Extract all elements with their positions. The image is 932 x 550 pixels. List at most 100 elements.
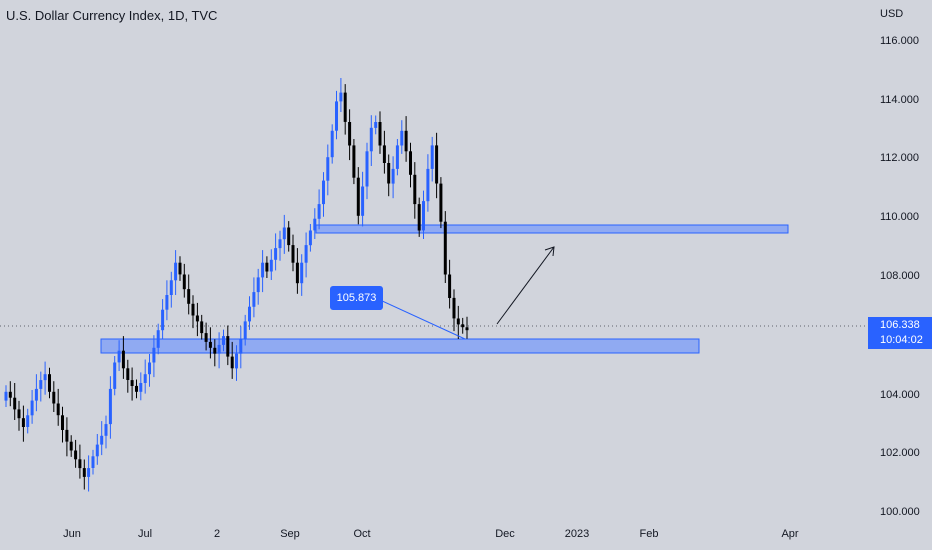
projection-arrow-line[interactable] (496, 246, 555, 325)
candle-body (352, 145, 356, 178)
candle-body (378, 122, 382, 146)
candle-body (343, 92, 347, 122)
support-zone[interactable] (100, 338, 700, 354)
candle-body (8, 391, 12, 398)
candle-body (182, 274, 186, 290)
candle-body (13, 397, 17, 410)
candle-body (91, 456, 95, 468)
candle-body (400, 130, 404, 146)
price-callout[interactable]: 105.873 (330, 286, 383, 310)
candle-body (195, 315, 199, 322)
y-tick-label: 110.000 (880, 211, 919, 223)
candle-body (82, 468, 86, 477)
candle-body (200, 321, 204, 334)
candle-body (43, 374, 47, 381)
candle-body (339, 92, 343, 102)
candle-body (113, 362, 117, 389)
candle-body (87, 468, 91, 477)
candle-body (65, 429, 69, 442)
candle-body (78, 459, 82, 469)
candlestick-series (4, 78, 469, 492)
candle-body (222, 336, 225, 345)
candle-body (235, 353, 238, 369)
candle-body (387, 163, 391, 184)
candle-body (48, 374, 51, 392)
candle-body (126, 368, 130, 380)
candle-body (335, 101, 338, 131)
candle-body (382, 145, 386, 163)
candle-body (52, 391, 56, 404)
candle-body (100, 435, 104, 445)
candle-body (287, 227, 291, 246)
callout-leader-line (379, 299, 466, 340)
candle-body (226, 336, 230, 357)
candle-body (30, 400, 34, 416)
candle-body (204, 333, 208, 342)
candle-body (348, 122, 352, 146)
candle-body (374, 122, 378, 128)
bar-countdown: 10:04:02 (880, 334, 923, 346)
candle-body (239, 339, 243, 354)
candle-body (39, 380, 43, 389)
candle-body (422, 201, 425, 231)
candle-body (461, 324, 465, 328)
candle-body (356, 177, 360, 216)
y-tick-label: 116.000 (880, 35, 919, 47)
candle-body (365, 151, 369, 187)
candle-body (178, 262, 182, 275)
currency-label: USD (880, 8, 904, 20)
y-tick-label: 108.000 (880, 270, 920, 282)
candle-body (148, 362, 151, 375)
candle-body (26, 415, 30, 427)
candle-body (56, 403, 60, 416)
candle-body (248, 306, 251, 322)
x-tick-label: Jul (137, 528, 153, 540)
candle-body (443, 221, 447, 275)
candle-body (269, 259, 273, 272)
last-price-tag[interactable]: 106.338 10:04:02 (868, 317, 932, 349)
y-tick-label: 112.000 (880, 152, 919, 164)
candle-body (4, 391, 8, 401)
candle-body (317, 204, 321, 219)
candle-body (252, 292, 256, 307)
candle-body (369, 127, 373, 152)
candle-body (395, 145, 399, 169)
candle-body (256, 277, 260, 293)
candle-body (165, 295, 169, 310)
candle-body (452, 297, 456, 319)
candle-body (169, 280, 173, 295)
candle-body (404, 130, 408, 152)
candle-body (17, 409, 21, 419)
candle-body (391, 168, 395, 184)
candle-body (326, 157, 330, 181)
candle-body (361, 186, 365, 216)
y-tick-label: 100.000 (880, 506, 920, 518)
resistance-zone[interactable] (315, 224, 789, 234)
candle-body (435, 145, 439, 184)
x-tick-label: Oct (353, 528, 371, 540)
candle-body (243, 321, 247, 339)
projection-arrowhead (544, 246, 555, 257)
candle-body (130, 380, 134, 386)
candle-body (448, 274, 452, 298)
candle-body (274, 248, 278, 260)
candle-body (61, 415, 64, 430)
candle-body (69, 441, 73, 451)
candle-body (261, 262, 265, 278)
candle-body (139, 383, 143, 392)
candle-body (304, 245, 308, 263)
candle-body (409, 151, 412, 175)
candle-body (295, 262, 299, 284)
candle-body (161, 309, 165, 331)
candle-body (213, 347, 217, 354)
chart-title: U.S. Dollar Currency Index, 1D, TVC (6, 8, 218, 23)
candle-body (143, 374, 147, 383)
candle-body (313, 218, 317, 231)
candle-body (300, 262, 304, 284)
candle-body (322, 180, 325, 205)
candle-body (330, 130, 334, 158)
candle-body (278, 239, 282, 249)
candle-body (291, 245, 295, 263)
